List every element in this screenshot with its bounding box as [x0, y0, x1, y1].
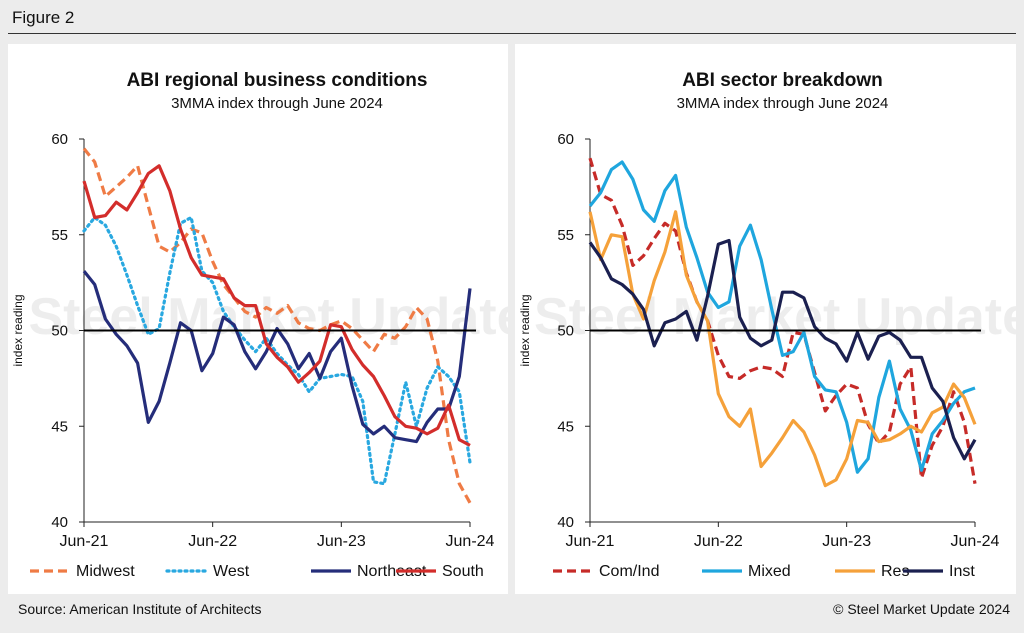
y-tick-label: 45: [51, 418, 68, 435]
y-tick-label: 45: [557, 418, 574, 435]
x-tick-label: Jun-22: [694, 533, 743, 550]
legend-label-mixed: Mixed: [748, 563, 791, 580]
series-line-res: [588, 210, 977, 488]
legend-label-midwest: Midwest: [76, 563, 135, 580]
regional-chart-svg: ABI regional business conditions 3MMA ind…: [11, 70, 508, 580]
x-tick-label: Jun-24: [951, 533, 1000, 550]
legend-label-south: South: [442, 563, 484, 580]
y-tick-label: 40: [557, 514, 574, 531]
y-tick-label: 55: [557, 227, 574, 244]
x-tick-label: Jun-23: [317, 533, 366, 550]
series-line-west: [82, 215, 472, 486]
y-tick-label: 55: [51, 227, 68, 244]
series-line-com-ind: [588, 157, 977, 484]
x-tick-label: Jun-24: [446, 533, 495, 550]
legend-label-com-ind: Com/Ind: [599, 563, 659, 580]
chart-panel-sector: ABI sector breakdown 3MMA index through J…: [515, 44, 1016, 594]
y-tick-label: 50: [51, 323, 68, 340]
series-line-mixed: [588, 160, 976, 474]
chart-title: ABI sector breakdown: [682, 70, 883, 91]
watermark-text: Steel Market Update: [28, 288, 508, 346]
source-note: Source: American Institute of Architects: [18, 601, 262, 617]
chart-panel-regional: ABI regional business conditions 3MMA ind…: [8, 44, 508, 594]
series-line-inst: [588, 238, 977, 461]
x-tick-label: Jun-21: [60, 533, 109, 550]
y-tick-label: 40: [51, 514, 68, 531]
legend-label-northeast: Northeast: [357, 563, 427, 580]
figure-title-rule: [8, 33, 1016, 34]
x-tick-label: Jun-22: [188, 533, 237, 550]
series-line-south: [82, 164, 471, 447]
chart-subtitle: 3MMA index through June 2024: [171, 95, 383, 112]
y-tick-label: 60: [51, 131, 68, 148]
series-line-midwest: [82, 147, 472, 504]
series-line-northeast: [82, 270, 472, 444]
y-axis-label: index reading: [11, 294, 25, 366]
y-tick-label: 50: [557, 323, 574, 340]
chart-title: ABI regional business conditions: [127, 70, 428, 91]
legend-label-inst: Inst: [949, 563, 975, 580]
y-tick-label: 60: [557, 131, 574, 148]
sector-chart-svg: ABI sector breakdown 3MMA index through J…: [518, 70, 1016, 580]
legend-label-west: West: [213, 563, 250, 580]
chart-subtitle: 3MMA index through June 2024: [677, 95, 889, 112]
y-axis-label: index reading: [518, 294, 532, 366]
x-tick-label: Jun-23: [822, 533, 871, 550]
x-tick-label: Jun-21: [566, 533, 615, 550]
copyright-note: © Steel Market Update 2024: [833, 601, 1010, 617]
figure-label: Figure 2: [12, 8, 75, 27]
legend-label-res: Res: [881, 563, 909, 580]
